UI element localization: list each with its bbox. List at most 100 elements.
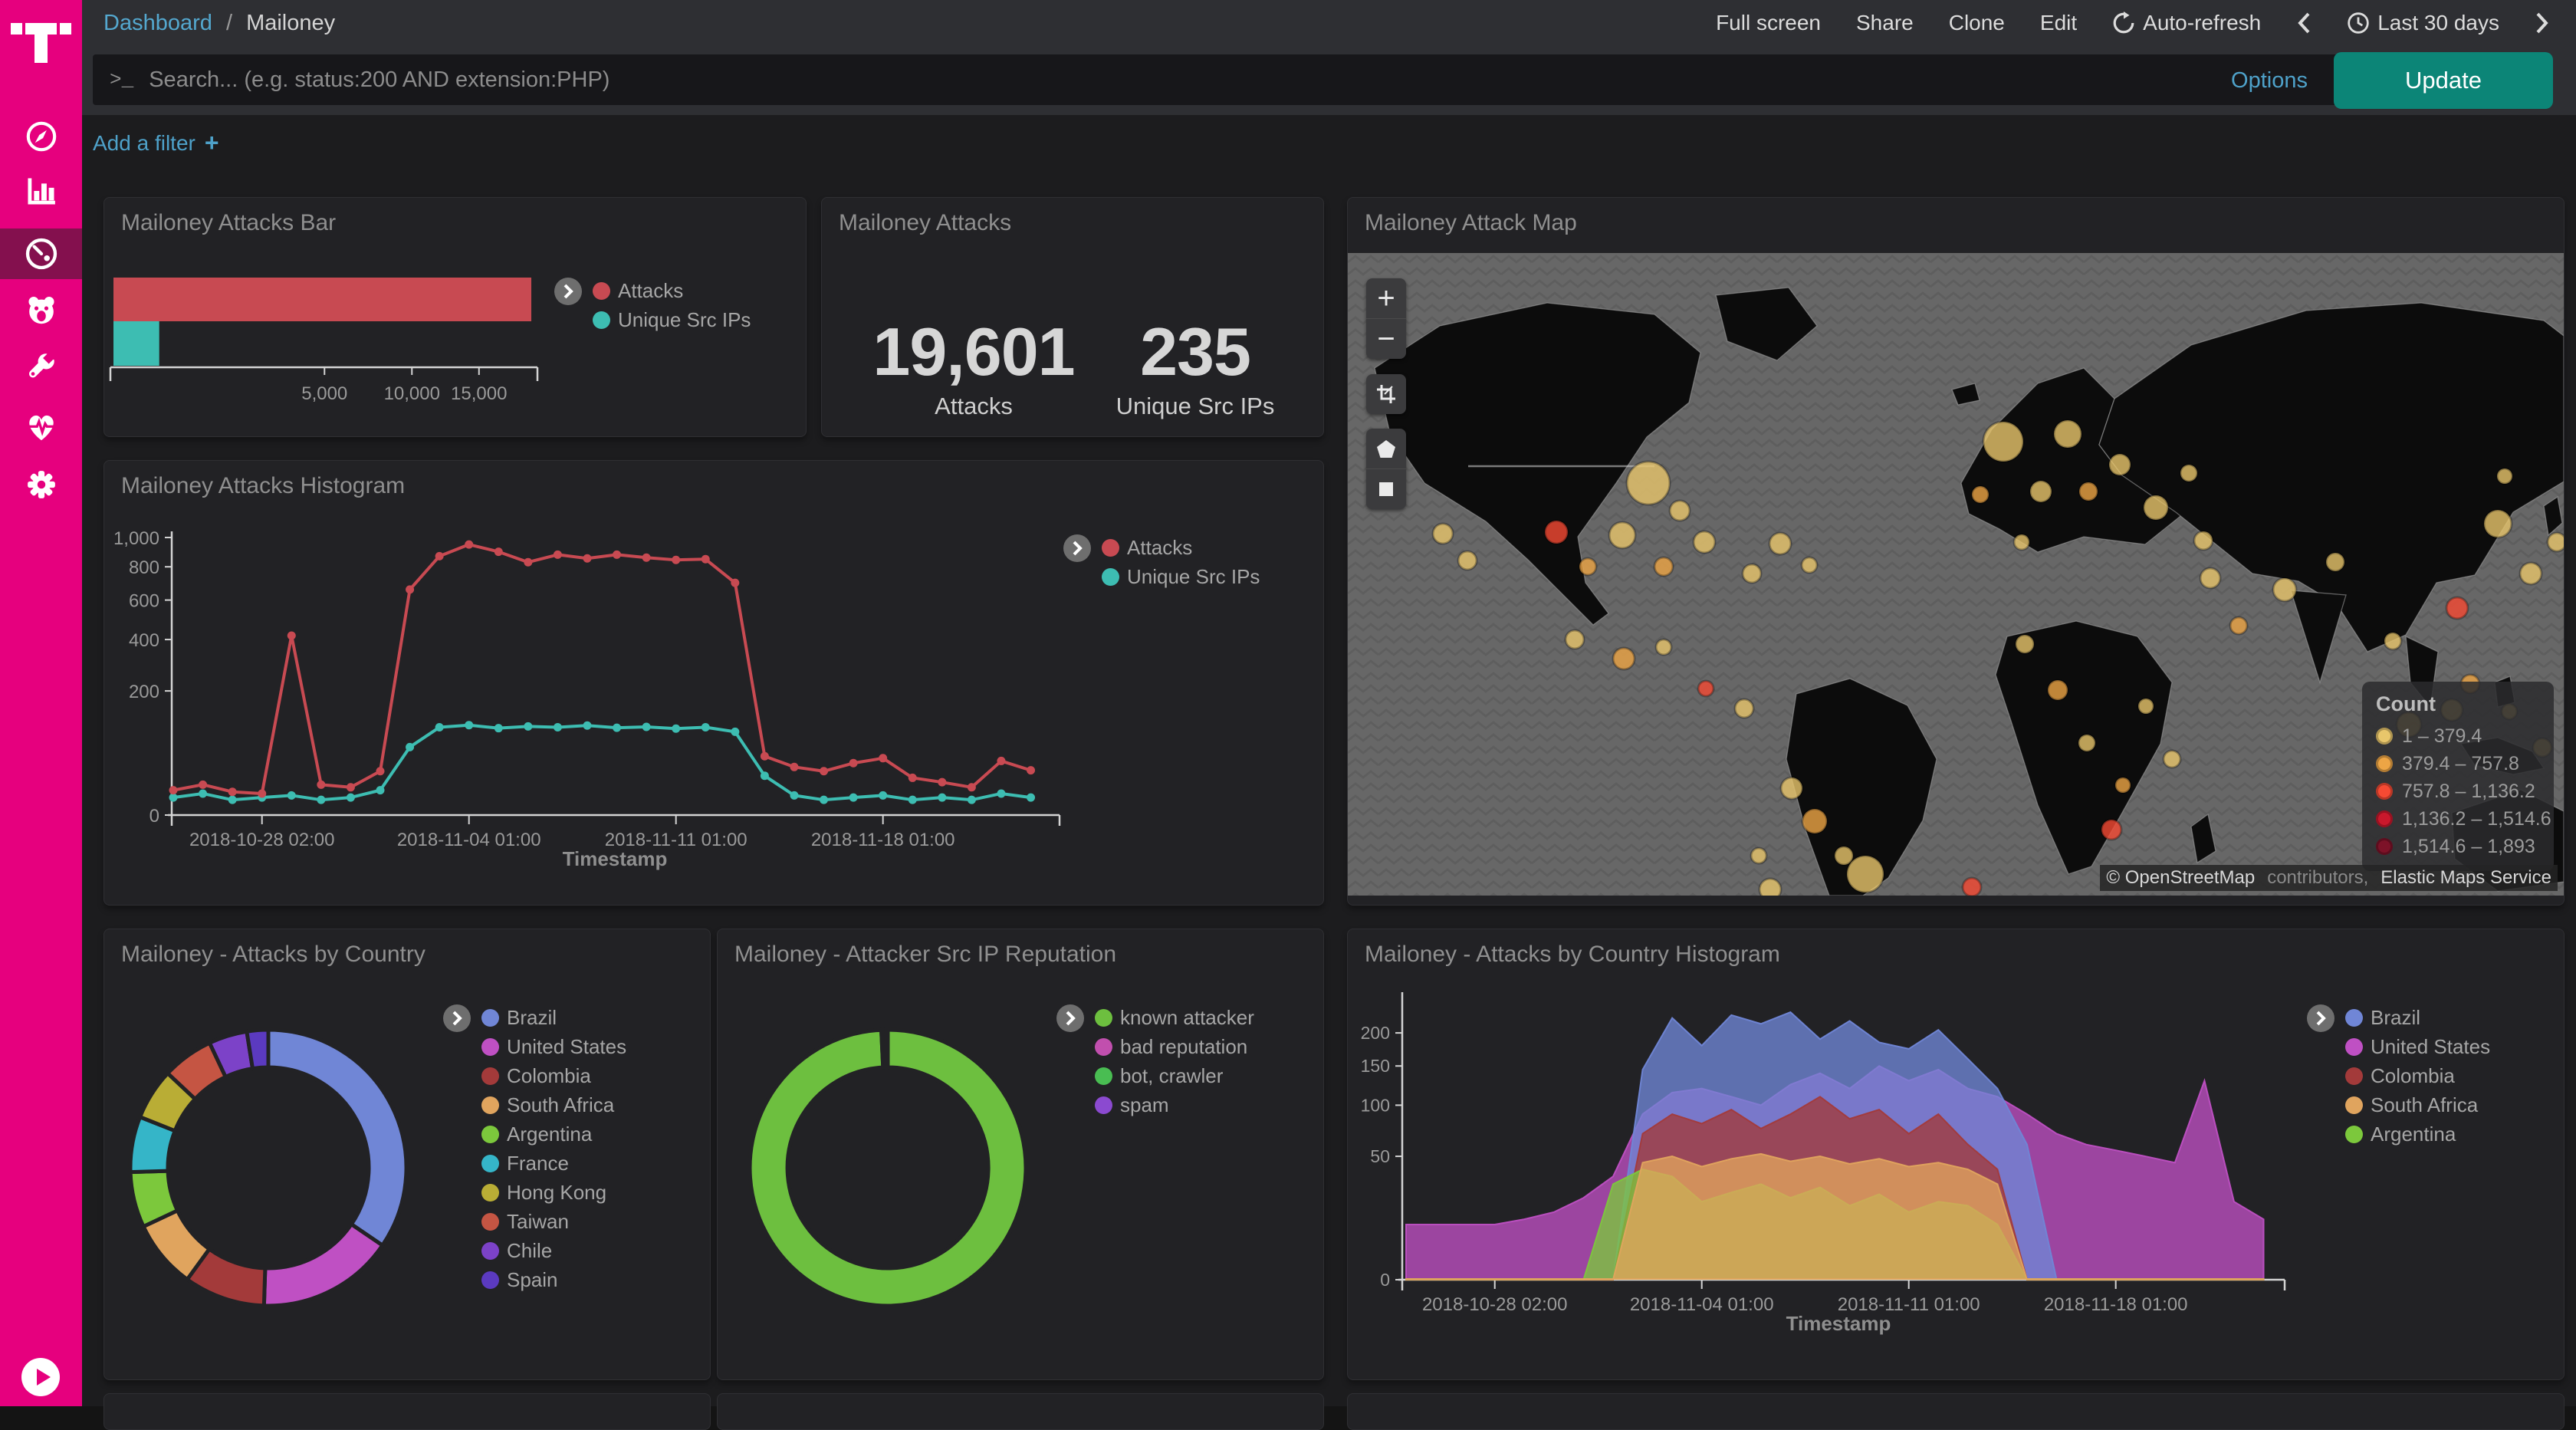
- map-svg: [1348, 253, 2564, 902]
- legend-item[interactable]: United States: [2345, 1032, 2490, 1061]
- update-button[interactable]: Update: [2334, 52, 2553, 109]
- time-back-button[interactable]: [2296, 11, 2312, 35]
- bar-chart-icon: [27, 178, 55, 205]
- play-button[interactable]: [21, 1357, 61, 1397]
- play-circle-icon: [21, 1358, 60, 1396]
- legend-item[interactable]: Brazil: [481, 1003, 626, 1032]
- legend-dot: [2376, 728, 2393, 745]
- metric-attacks: 19,601 Attacks: [851, 313, 1096, 420]
- legend-label: bad reputation: [1120, 1034, 1248, 1058]
- legend-label: Colombia: [507, 1063, 591, 1087]
- search-input[interactable]: [147, 66, 2339, 94]
- zoom-out-button[interactable]: −: [1366, 318, 1406, 359]
- svg-text:2018-11-18 01:00: 2018-11-18 01:00: [811, 830, 955, 850]
- legend-title: Count: [2376, 692, 2436, 715]
- sidebar-item-discover[interactable]: [0, 112, 82, 161]
- legend-toggle-icon[interactable]: [443, 1004, 471, 1032]
- legend-toggle-icon[interactable]: [1063, 534, 1091, 562]
- elastic-maps-link[interactable]: Elastic Maps Service: [2374, 865, 2558, 891]
- legend-item[interactable]: Argentina: [481, 1119, 626, 1149]
- panel-attacks-histogram: Mailoney Attacks Histogram 0 200 400 600 800…: [104, 460, 1324, 906]
- svg-text:0: 0: [1380, 1270, 1390, 1290]
- options-link[interactable]: Options: [2231, 67, 2308, 93]
- legend-dot: [2345, 1008, 2363, 1027]
- legend-item[interactable]: Unique Src IPs: [1102, 562, 1260, 591]
- legend-item[interactable]: bad reputation: [1095, 1032, 1254, 1061]
- legend-dot: [1095, 1096, 1112, 1114]
- legend-toggle-icon[interactable]: [1056, 1004, 1084, 1032]
- auto-refresh-button[interactable]: Auto-refresh: [2112, 11, 2261, 35]
- legend-label: Chile: [507, 1238, 553, 1262]
- legend-item[interactable]: Chile: [481, 1236, 626, 1265]
- pentagon-icon: [1377, 440, 1395, 458]
- legend-label: 379.4 – 757.8: [2402, 752, 2519, 774]
- legend-item[interactable]: United States: [481, 1032, 626, 1061]
- telekom-logo[interactable]: [0, 14, 82, 67]
- area-chart-legend: Brazil United States Colombia South Africa A…: [2307, 1003, 2490, 1149]
- legend-toggle-icon[interactable]: [554, 278, 582, 305]
- edit-button[interactable]: Edit: [2039, 11, 2078, 35]
- legend-item[interactable]: Attacks: [1102, 533, 1260, 562]
- legend-item[interactable]: South Africa: [2345, 1090, 2490, 1119]
- gauge-icon: [25, 238, 57, 270]
- legend-item[interactable]: spam: [1095, 1090, 1254, 1119]
- legend-item[interactable]: Hong Kong: [481, 1178, 626, 1207]
- legend-dot: [2345, 1125, 2363, 1143]
- legend-item[interactable]: South Africa: [481, 1090, 626, 1119]
- clock-icon: [2348, 12, 2369, 34]
- legend-dot: [2376, 810, 2393, 827]
- legend-item[interactable]: Attacks: [593, 276, 751, 305]
- osm-link[interactable]: © OpenStreetMap: [2100, 865, 2262, 891]
- share-button[interactable]: Share: [1856, 11, 1914, 35]
- legend-item[interactable]: known attacker: [1095, 1003, 1254, 1032]
- fullscreen-button[interactable]: Full screen: [1716, 11, 1821, 35]
- add-filter-button[interactable]: Add a filter +: [93, 129, 219, 156]
- svg-text:2018-11-18 01:00: 2018-11-18 01:00: [2044, 1294, 2188, 1315]
- svg-text:5,000: 5,000: [301, 383, 347, 404]
- panel-title: Mailoney - Attacker Src IP Reputation: [734, 942, 1117, 967]
- crop-tool-button[interactable]: [1366, 374, 1406, 414]
- svg-text:2018-10-28 02:00: 2018-10-28 02:00: [189, 830, 335, 850]
- top-bars: Dashboard / Mailoney Full screen Share C…: [82, 0, 2576, 115]
- sidebar-item-tpot-honeypot[interactable]: [0, 286, 82, 335]
- sidebar-item-visualize[interactable]: [0, 166, 82, 215]
- legend-dot: [481, 1008, 499, 1027]
- legend-item[interactable]: Colombia: [2345, 1061, 2490, 1090]
- polygon-tool-button[interactable]: [1366, 429, 1406, 468]
- zoom-in-button[interactable]: +: [1377, 281, 1395, 315]
- sidebar-item-health[interactable]: [0, 403, 82, 452]
- search-box: >_: [93, 54, 2339, 105]
- legend-label: spam: [1120, 1093, 1169, 1116]
- legend-label: Argentina: [2371, 1122, 2456, 1146]
- legend-item[interactable]: bot, crawler: [1095, 1061, 1254, 1090]
- legend-dot: [2345, 1096, 2363, 1114]
- legend-item[interactable]: Colombia: [481, 1061, 626, 1090]
- sidebar-item-settings[interactable]: [0, 460, 82, 509]
- reputation-donut-legend: known attacker bad reputation bot, crawler…: [1056, 1003, 1254, 1119]
- legend-dot: [1095, 1037, 1112, 1056]
- svg-text:1,000: 1,000: [113, 528, 159, 549]
- sidebar-item-tools[interactable]: [0, 344, 82, 393]
- clone-button[interactable]: Clone: [1948, 11, 2005, 35]
- legend-item[interactable]: Unique Src IPs: [593, 305, 751, 334]
- bar-chart-svg: 5,000 10,000 15,000: [109, 278, 539, 404]
- time-forward-button[interactable]: [2535, 11, 2550, 35]
- legend-item[interactable]: Argentina: [2345, 1119, 2490, 1149]
- legend-item[interactable]: Taiwan: [481, 1207, 626, 1236]
- time-range-picker[interactable]: Last 30 days: [2347, 11, 2499, 35]
- legend-dot: [481, 1271, 499, 1289]
- panel-attacks-bar: Mailoney Attacks Bar 5,000 10,000 15,000 A…: [104, 197, 807, 437]
- sidebar-item-dashboards[interactable]: [0, 228, 82, 279]
- legend-item[interactable]: Brazil: [2345, 1003, 2490, 1032]
- legend-label: 1 – 379.4: [2402, 725, 2482, 747]
- svg-text:800: 800: [129, 557, 159, 578]
- legend-toggle-icon[interactable]: [2307, 1004, 2334, 1032]
- legend-item[interactable]: France: [481, 1149, 626, 1178]
- breadcrumb-dashboard-link[interactable]: Dashboard: [104, 10, 212, 35]
- world-map[interactable]: + − C: [1348, 253, 2564, 902]
- legend-item[interactable]: Spain: [481, 1265, 626, 1294]
- map-zoom-controls: + −: [1366, 278, 1406, 359]
- legend-label: United States: [507, 1034, 627, 1058]
- rectangle-tool-button[interactable]: [1366, 468, 1406, 509]
- panel-attacks-by-country: Mailoney - Attacks by Country Brazil Unit…: [104, 929, 711, 1380]
